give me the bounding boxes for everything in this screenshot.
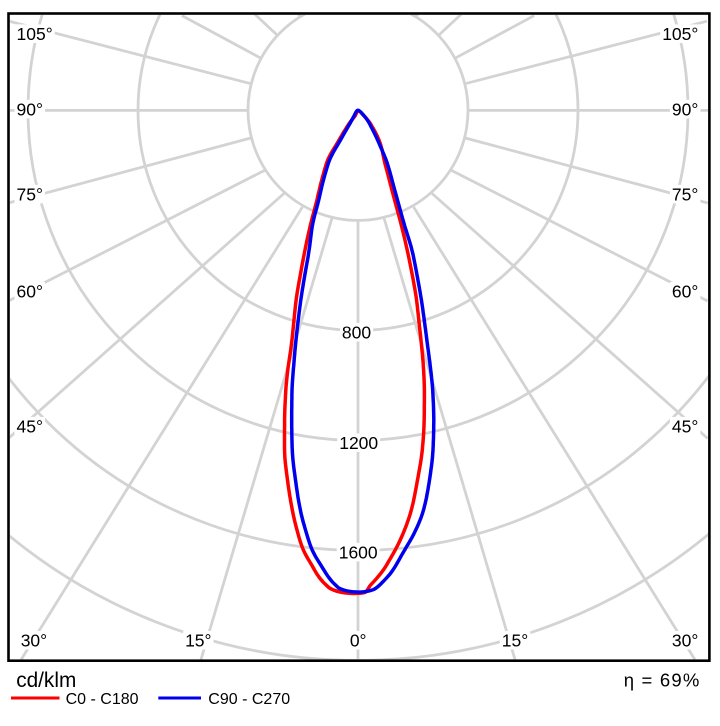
- svg-text:60°: 60°: [17, 282, 43, 302]
- svg-text:75°: 75°: [17, 185, 43, 205]
- svg-text:30°: 30°: [672, 631, 698, 651]
- svg-text:30°: 30°: [21, 631, 47, 651]
- svg-text:75°: 75°: [672, 185, 698, 205]
- svg-text:60°: 60°: [672, 282, 698, 302]
- svg-text:105°: 105°: [662, 24, 698, 44]
- svg-text:45°: 45°: [672, 417, 698, 437]
- svg-text:15°: 15°: [185, 631, 211, 651]
- svg-text:1200: 1200: [339, 433, 378, 453]
- svg-text:105°: 105°: [17, 24, 53, 44]
- svg-text:90°: 90°: [672, 100, 698, 120]
- svg-text:1600: 1600: [339, 542, 378, 562]
- svg-text:0°: 0°: [350, 631, 367, 651]
- svg-text:cd/klm: cd/klm: [16, 669, 76, 692]
- svg-text:η = 69%: η = 69%: [624, 670, 701, 691]
- svg-text:45°: 45°: [17, 417, 43, 437]
- svg-text:90°: 90°: [17, 100, 43, 120]
- svg-text:C0 - C180: C0 - C180: [66, 691, 139, 708]
- svg-text:C90 - C270: C90 - C270: [208, 691, 290, 708]
- svg-text:800: 800: [342, 323, 371, 343]
- svg-text:15°: 15°: [502, 631, 528, 651]
